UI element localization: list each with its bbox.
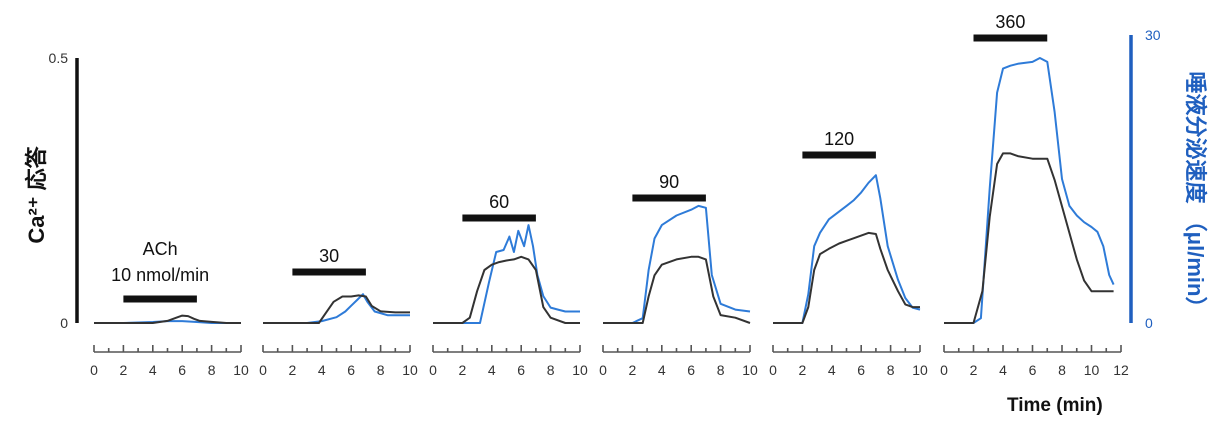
x-tick-label: 0 (940, 362, 948, 378)
panel-90: 90 0 2 4 6 8 10 (599, 172, 758, 378)
calcium-response-trace (94, 314, 241, 324)
x-tick-label: 0 (769, 362, 777, 378)
x-tick-label: 6 (1029, 362, 1037, 378)
dose-label: 90 (659, 172, 679, 192)
salivary-secretion-trace (263, 293, 410, 324)
dose-label-agent: ACh (143, 239, 178, 259)
x-tick-label: 8 (377, 362, 385, 378)
dose-label: 360 (995, 12, 1025, 32)
x-tick-label: 10 (572, 362, 588, 378)
dose-label: 10 nmol/min (111, 265, 209, 285)
x-tick-label: 2 (459, 362, 467, 378)
x-tick-label: 2 (289, 362, 297, 378)
x-tick-label: 10 (912, 362, 928, 378)
calcium-response-trace (944, 152, 1114, 324)
x-tick-label: 10 (742, 362, 758, 378)
x-tick-label: 0 (90, 362, 98, 378)
calcium-response-trace (603, 255, 751, 324)
x-tick-label: 2 (799, 362, 807, 378)
calcium-response-trace (263, 294, 410, 324)
dose-label: 30 (319, 246, 339, 266)
x-tick-label: 0 (599, 362, 607, 378)
x-tick-label: 6 (687, 362, 695, 378)
panel-360: 360 0 2 4 6 8 10 12 (940, 12, 1129, 378)
calcium-response-trace (773, 231, 920, 324)
x-tick-label: 4 (999, 362, 1007, 378)
x-tick-label: 10 (233, 362, 249, 378)
right-tick-bottom: 0 (1145, 315, 1153, 331)
panel-60: 60 0 2 4 6 8 10 (429, 192, 588, 378)
left-tick-top: 0.5 (49, 50, 69, 66)
right-axis-label: 唾液分泌速度 （μl/min） (1183, 72, 1208, 319)
left-axis-label: Ca²⁺ 応答 (24, 145, 49, 243)
x-tick-label: 10 (1084, 362, 1100, 378)
x-tick-label: 4 (318, 362, 326, 378)
x-tick-label: 6 (517, 362, 525, 378)
x-tick-label: 8 (547, 362, 555, 378)
x-tick-label: 4 (828, 362, 836, 378)
dose-label: 60 (489, 192, 509, 212)
x-tick-label: 4 (488, 362, 496, 378)
x-tick-label: 8 (887, 362, 895, 378)
panel-30: 30 0 2 4 6 8 10 (259, 246, 418, 378)
panel-acH-10: ACh 10 nmol/min 0 2 4 6 8 10 (90, 239, 249, 378)
x-tick-label: 4 (149, 362, 157, 378)
right-tick-top: 30 (1145, 27, 1161, 43)
x-tick-label: 0 (259, 362, 267, 378)
x-tick-label: 6 (178, 362, 186, 378)
salivary-secretion-trace (433, 224, 580, 324)
x-tick-label: 8 (1058, 362, 1066, 378)
x-tick-label: 0 (429, 362, 437, 378)
salivary-secretion-trace (944, 57, 1115, 324)
x-tick-label: 8 (717, 362, 725, 378)
x-tick-label: 6 (857, 362, 865, 378)
x-tick-label: 10 (402, 362, 418, 378)
panel-120: 120 0 2 4 6 8 10 (769, 129, 928, 378)
x-tick-label: 8 (208, 362, 216, 378)
x-axis-label: Time (min) (1007, 395, 1103, 416)
salivary-secretion-trace (773, 174, 921, 324)
x-tick-label: 6 (347, 362, 355, 378)
dose-label: 120 (824, 129, 854, 149)
left-tick-bottom: 0 (60, 315, 68, 331)
x-tick-label: 2 (120, 362, 128, 378)
salivary-secretion-trace (603, 204, 751, 324)
x-tick-label: 12 (1113, 362, 1129, 378)
x-tick-label: 2 (970, 362, 978, 378)
x-tick-label: 4 (658, 362, 666, 378)
calcium-response-trace (433, 255, 580, 324)
x-tick-label: 2 (629, 362, 637, 378)
